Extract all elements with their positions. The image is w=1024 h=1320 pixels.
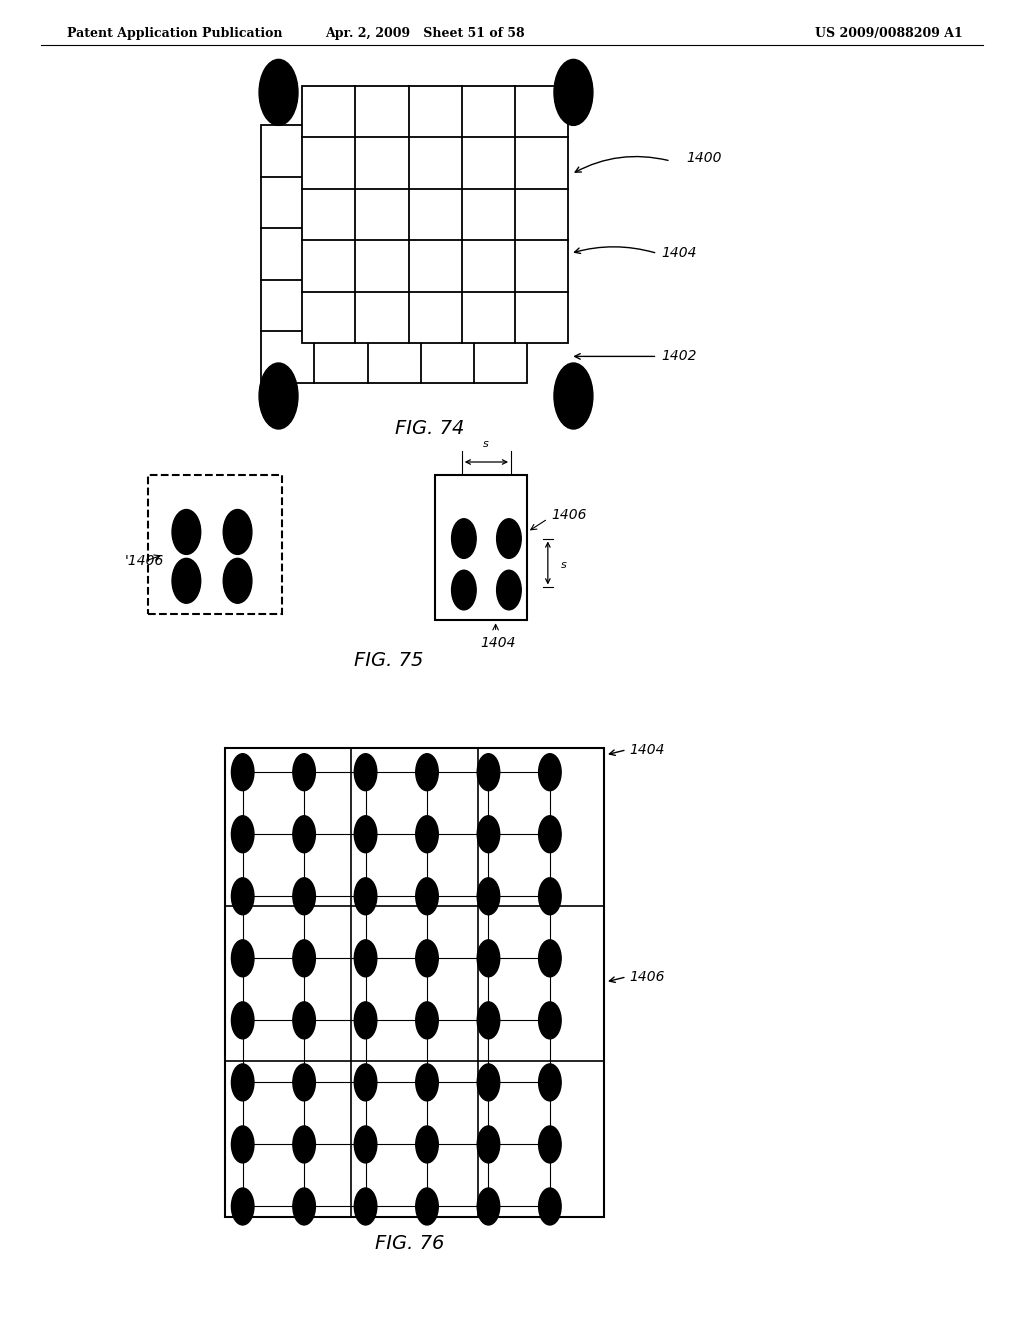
Ellipse shape — [172, 510, 201, 554]
Text: 1400: 1400 — [686, 152, 722, 165]
Ellipse shape — [231, 1188, 254, 1225]
Text: s: s — [561, 560, 567, 570]
Ellipse shape — [539, 1126, 561, 1163]
Text: 1406: 1406 — [551, 508, 587, 521]
Ellipse shape — [452, 519, 476, 558]
Ellipse shape — [259, 363, 298, 429]
Ellipse shape — [477, 1188, 500, 1225]
Ellipse shape — [293, 1002, 315, 1039]
Text: Patent Application Publication: Patent Application Publication — [67, 28, 282, 40]
Ellipse shape — [539, 754, 561, 791]
Ellipse shape — [231, 1064, 254, 1101]
Ellipse shape — [416, 1126, 438, 1163]
Ellipse shape — [231, 816, 254, 853]
Ellipse shape — [416, 878, 438, 915]
Ellipse shape — [293, 754, 315, 791]
Text: 1404: 1404 — [662, 247, 697, 260]
Text: 1404: 1404 — [480, 636, 515, 651]
Ellipse shape — [293, 878, 315, 915]
Ellipse shape — [539, 1064, 561, 1101]
Ellipse shape — [354, 1188, 377, 1225]
Ellipse shape — [539, 940, 561, 977]
Text: 1406: 1406 — [630, 970, 666, 983]
Ellipse shape — [416, 1002, 438, 1039]
Ellipse shape — [293, 1188, 315, 1225]
Ellipse shape — [293, 816, 315, 853]
Bar — [261, 125, 527, 383]
Text: s: s — [482, 438, 488, 449]
Ellipse shape — [293, 1064, 315, 1101]
Ellipse shape — [223, 510, 252, 554]
Ellipse shape — [354, 816, 377, 853]
Ellipse shape — [477, 878, 500, 915]
Ellipse shape — [354, 1126, 377, 1163]
Text: FIG. 75: FIG. 75 — [354, 651, 424, 669]
Ellipse shape — [223, 558, 252, 603]
Ellipse shape — [554, 59, 593, 125]
Bar — [435, 475, 527, 620]
Ellipse shape — [477, 1064, 500, 1101]
Ellipse shape — [231, 1126, 254, 1163]
Text: 1402: 1402 — [662, 350, 697, 363]
Ellipse shape — [554, 363, 593, 429]
Ellipse shape — [354, 1064, 377, 1101]
Text: '1406: '1406 — [125, 554, 164, 568]
Ellipse shape — [539, 1002, 561, 1039]
Ellipse shape — [354, 754, 377, 791]
Ellipse shape — [416, 754, 438, 791]
Bar — [148, 475, 282, 614]
Ellipse shape — [231, 940, 254, 977]
Text: Apr. 2, 2009   Sheet 51 of 58: Apr. 2, 2009 Sheet 51 of 58 — [326, 28, 524, 40]
Ellipse shape — [293, 1126, 315, 1163]
Text: FIG. 74: FIG. 74 — [395, 420, 465, 438]
Ellipse shape — [497, 570, 521, 610]
Ellipse shape — [416, 1188, 438, 1225]
Bar — [225, 748, 604, 1217]
Ellipse shape — [231, 878, 254, 915]
Ellipse shape — [539, 878, 561, 915]
Ellipse shape — [539, 1188, 561, 1225]
Ellipse shape — [293, 940, 315, 977]
Ellipse shape — [259, 59, 298, 125]
Ellipse shape — [231, 754, 254, 791]
Ellipse shape — [477, 1126, 500, 1163]
Ellipse shape — [477, 1002, 500, 1039]
Text: US 2009/0088209 A1: US 2009/0088209 A1 — [815, 28, 963, 40]
Ellipse shape — [354, 1002, 377, 1039]
Ellipse shape — [416, 940, 438, 977]
Ellipse shape — [354, 878, 377, 915]
Text: FIG. 76: FIG. 76 — [375, 1234, 444, 1253]
Ellipse shape — [416, 816, 438, 853]
Ellipse shape — [477, 754, 500, 791]
Ellipse shape — [354, 940, 377, 977]
Bar — [302, 86, 568, 343]
Ellipse shape — [416, 1064, 438, 1101]
Text: 1404: 1404 — [630, 743, 666, 756]
Ellipse shape — [497, 519, 521, 558]
Ellipse shape — [539, 816, 561, 853]
Ellipse shape — [172, 558, 201, 603]
Ellipse shape — [477, 940, 500, 977]
Ellipse shape — [452, 570, 476, 610]
Ellipse shape — [231, 1002, 254, 1039]
Ellipse shape — [477, 816, 500, 853]
